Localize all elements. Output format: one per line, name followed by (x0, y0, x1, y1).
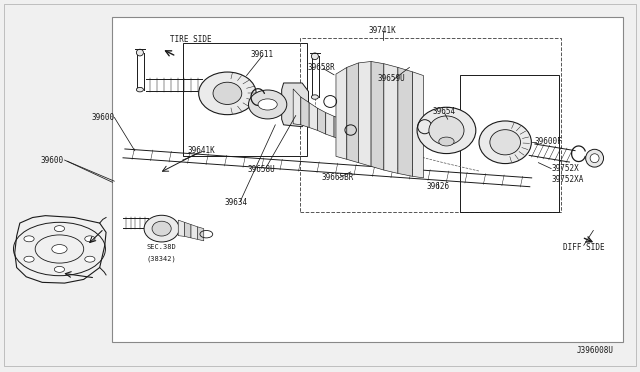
Text: DIFF SIDE: DIFF SIDE (563, 243, 605, 251)
Polygon shape (342, 119, 349, 140)
Circle shape (52, 244, 67, 253)
Polygon shape (309, 103, 317, 131)
Ellipse shape (144, 215, 179, 242)
Text: 39611: 39611 (251, 50, 274, 59)
Text: 39641K: 39641K (188, 146, 216, 155)
Polygon shape (371, 61, 384, 170)
Text: 39659U: 39659U (378, 74, 405, 83)
Ellipse shape (429, 116, 464, 145)
Text: 39600: 39600 (92, 113, 115, 122)
Polygon shape (384, 64, 398, 173)
Polygon shape (124, 218, 148, 228)
Text: SEC.38D: SEC.38D (147, 244, 177, 250)
Polygon shape (398, 67, 413, 176)
Text: 39752XA: 39752XA (551, 175, 584, 184)
Circle shape (439, 137, 454, 146)
Ellipse shape (586, 149, 604, 167)
Circle shape (54, 226, 65, 232)
Text: 39658R: 39658R (307, 63, 335, 72)
Text: 39626: 39626 (427, 182, 450, 191)
Circle shape (24, 256, 34, 262)
Circle shape (24, 236, 34, 242)
Polygon shape (334, 116, 342, 139)
Polygon shape (293, 89, 301, 125)
FancyBboxPatch shape (113, 17, 623, 341)
Polygon shape (184, 222, 191, 238)
Polygon shape (147, 79, 202, 91)
Polygon shape (529, 144, 575, 162)
Circle shape (84, 236, 95, 242)
Text: 39658U: 39658U (248, 165, 275, 174)
Circle shape (258, 99, 277, 110)
Text: 39752X: 39752X (551, 164, 579, 173)
Text: 39654: 39654 (433, 108, 456, 116)
Polygon shape (178, 220, 184, 236)
Text: (38342): (38342) (147, 255, 177, 262)
Ellipse shape (312, 53, 319, 60)
Ellipse shape (248, 90, 287, 119)
Text: 39600F: 39600F (534, 137, 563, 146)
Bar (182, 43, 307, 156)
Bar (461, 75, 559, 212)
Text: 39741K: 39741K (369, 26, 396, 35)
Circle shape (54, 266, 65, 272)
Polygon shape (191, 225, 197, 239)
Polygon shape (301, 97, 309, 128)
Ellipse shape (213, 82, 242, 105)
Polygon shape (317, 108, 326, 134)
Text: J396008U: J396008U (577, 346, 614, 355)
Ellipse shape (312, 95, 319, 99)
Ellipse shape (417, 107, 476, 154)
Text: 39600: 39600 (40, 155, 63, 164)
Polygon shape (197, 227, 204, 241)
Ellipse shape (152, 221, 172, 236)
Ellipse shape (490, 130, 520, 155)
Polygon shape (413, 72, 424, 178)
Ellipse shape (198, 72, 256, 115)
Text: 39665BR: 39665BR (322, 173, 354, 182)
Circle shape (84, 256, 95, 262)
Polygon shape (123, 149, 532, 187)
Polygon shape (336, 67, 347, 159)
Polygon shape (358, 61, 371, 166)
Polygon shape (326, 113, 334, 137)
Bar (300, 38, 561, 212)
Ellipse shape (590, 154, 599, 163)
Ellipse shape (479, 121, 531, 164)
Ellipse shape (136, 87, 143, 92)
Ellipse shape (136, 49, 143, 56)
Text: TIRE SIDE: TIRE SIDE (170, 35, 212, 44)
Polygon shape (347, 63, 358, 163)
Polygon shape (282, 83, 308, 127)
Text: 39634: 39634 (224, 198, 247, 207)
